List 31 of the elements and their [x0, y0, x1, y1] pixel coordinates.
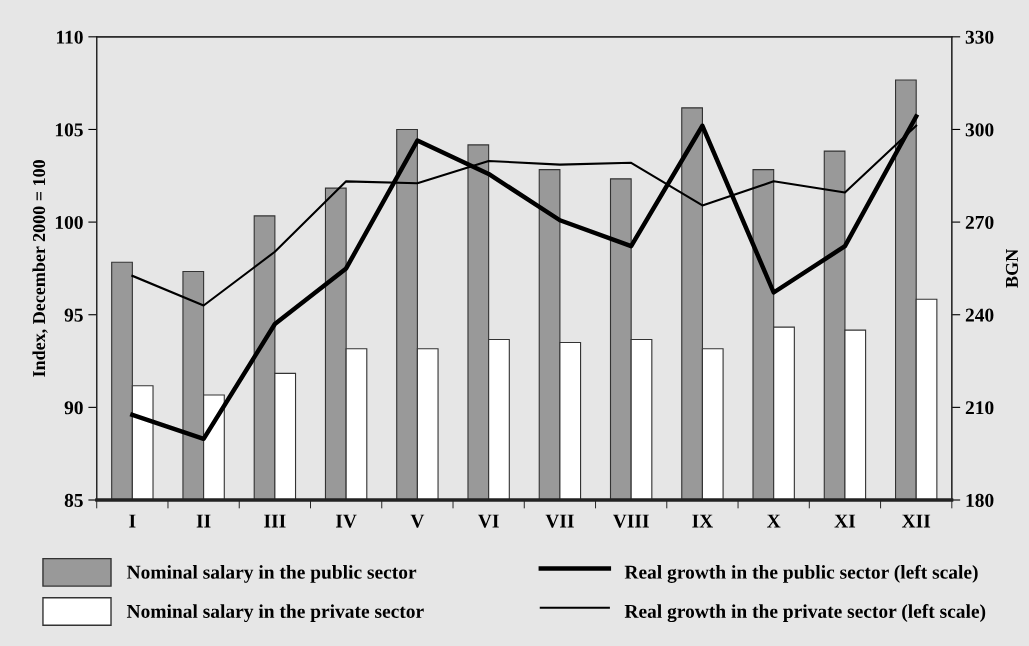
- x-tick-label: VI: [478, 514, 499, 528]
- y2-tick-label: 300: [965, 123, 994, 137]
- x-tick-label: I: [129, 514, 136, 528]
- line-series: [130, 114, 919, 442]
- legend-label: Real growth in the private sector (left scale): [624, 604, 986, 623]
- y-tick-label: 90: [64, 401, 83, 415]
- legend-label: Real growth in the public sector (left scale): [624, 564, 978, 583]
- x-tick-label: VII: [545, 514, 574, 528]
- y2-tick-label: 270: [965, 215, 994, 230]
- legend-label: Nominal salary in the public sector: [126, 565, 417, 583]
- y2-axis-title: BGN: [1005, 249, 1018, 288]
- legend-label: Nominal salary in the private sector: [126, 604, 424, 622]
- y-tick-label: 95: [64, 308, 83, 322]
- y2-tick-label: 240: [965, 308, 994, 322]
- x-tick-label: III: [264, 514, 286, 528]
- x-tick-label: XII: [901, 514, 931, 528]
- y2-tick-label: 330: [965, 30, 994, 44]
- y-tick-label: 110: [56, 30, 83, 44]
- x-tick-label: II: [196, 514, 211, 528]
- y-tick-label: 105: [55, 123, 83, 137]
- y-tick-label: 85: [64, 493, 83, 507]
- x-tick-label: IX: [692, 514, 713, 528]
- y2-tick-label: 180: [966, 493, 994, 507]
- x-tick-label: VIII: [613, 514, 649, 528]
- x-tick-label: IV: [335, 514, 357, 528]
- x-tick-label: V: [410, 514, 425, 528]
- y-axis-title: Index, December 2000 = 100: [32, 160, 48, 377]
- x-tick-label: X: [767, 514, 781, 528]
- y-tick-label: 100: [55, 215, 83, 230]
- y2-tick-label: 210: [965, 401, 994, 415]
- x-tick-label: XI: [834, 514, 856, 528]
